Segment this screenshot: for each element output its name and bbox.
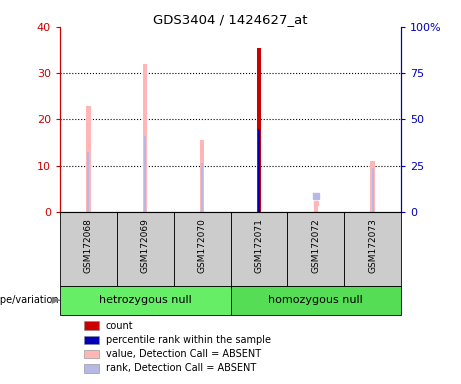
Text: GSM172068: GSM172068 xyxy=(84,218,93,273)
Bar xyxy=(313,203,318,212)
Bar xyxy=(258,129,260,212)
Bar xyxy=(230,212,287,286)
Bar xyxy=(88,152,89,212)
Bar xyxy=(84,321,99,330)
Text: GSM172073: GSM172073 xyxy=(368,218,377,273)
Bar xyxy=(372,168,373,212)
Text: genotype/variation: genotype/variation xyxy=(0,295,59,305)
Bar xyxy=(117,212,174,286)
Bar xyxy=(144,136,146,212)
Bar xyxy=(257,48,261,212)
Text: GSM172070: GSM172070 xyxy=(198,218,207,273)
Bar xyxy=(60,286,230,314)
Bar xyxy=(174,212,230,286)
Bar xyxy=(143,64,148,212)
Bar xyxy=(200,140,204,212)
Bar xyxy=(60,212,117,286)
Text: GSM172069: GSM172069 xyxy=(141,218,150,273)
Bar xyxy=(84,364,99,372)
Title: GDS3404 / 1424627_at: GDS3404 / 1424627_at xyxy=(153,13,308,26)
Text: GSM172071: GSM172071 xyxy=(254,218,263,273)
Text: hetrozygous null: hetrozygous null xyxy=(99,295,192,305)
Text: value, Detection Call = ABSENT: value, Detection Call = ABSENT xyxy=(106,349,261,359)
Bar xyxy=(230,286,401,314)
Bar xyxy=(84,350,99,358)
Bar xyxy=(287,212,344,286)
Bar xyxy=(84,336,99,344)
Text: rank, Detection Call = ABSENT: rank, Detection Call = ABSENT xyxy=(106,363,256,373)
Bar xyxy=(201,163,203,212)
Bar xyxy=(370,161,375,212)
Bar xyxy=(344,212,401,286)
Text: percentile rank within the sample: percentile rank within the sample xyxy=(106,335,271,345)
Bar xyxy=(86,106,91,212)
Text: homozygous null: homozygous null xyxy=(268,295,363,305)
Text: GSM172072: GSM172072 xyxy=(311,218,320,273)
Text: count: count xyxy=(106,321,134,331)
